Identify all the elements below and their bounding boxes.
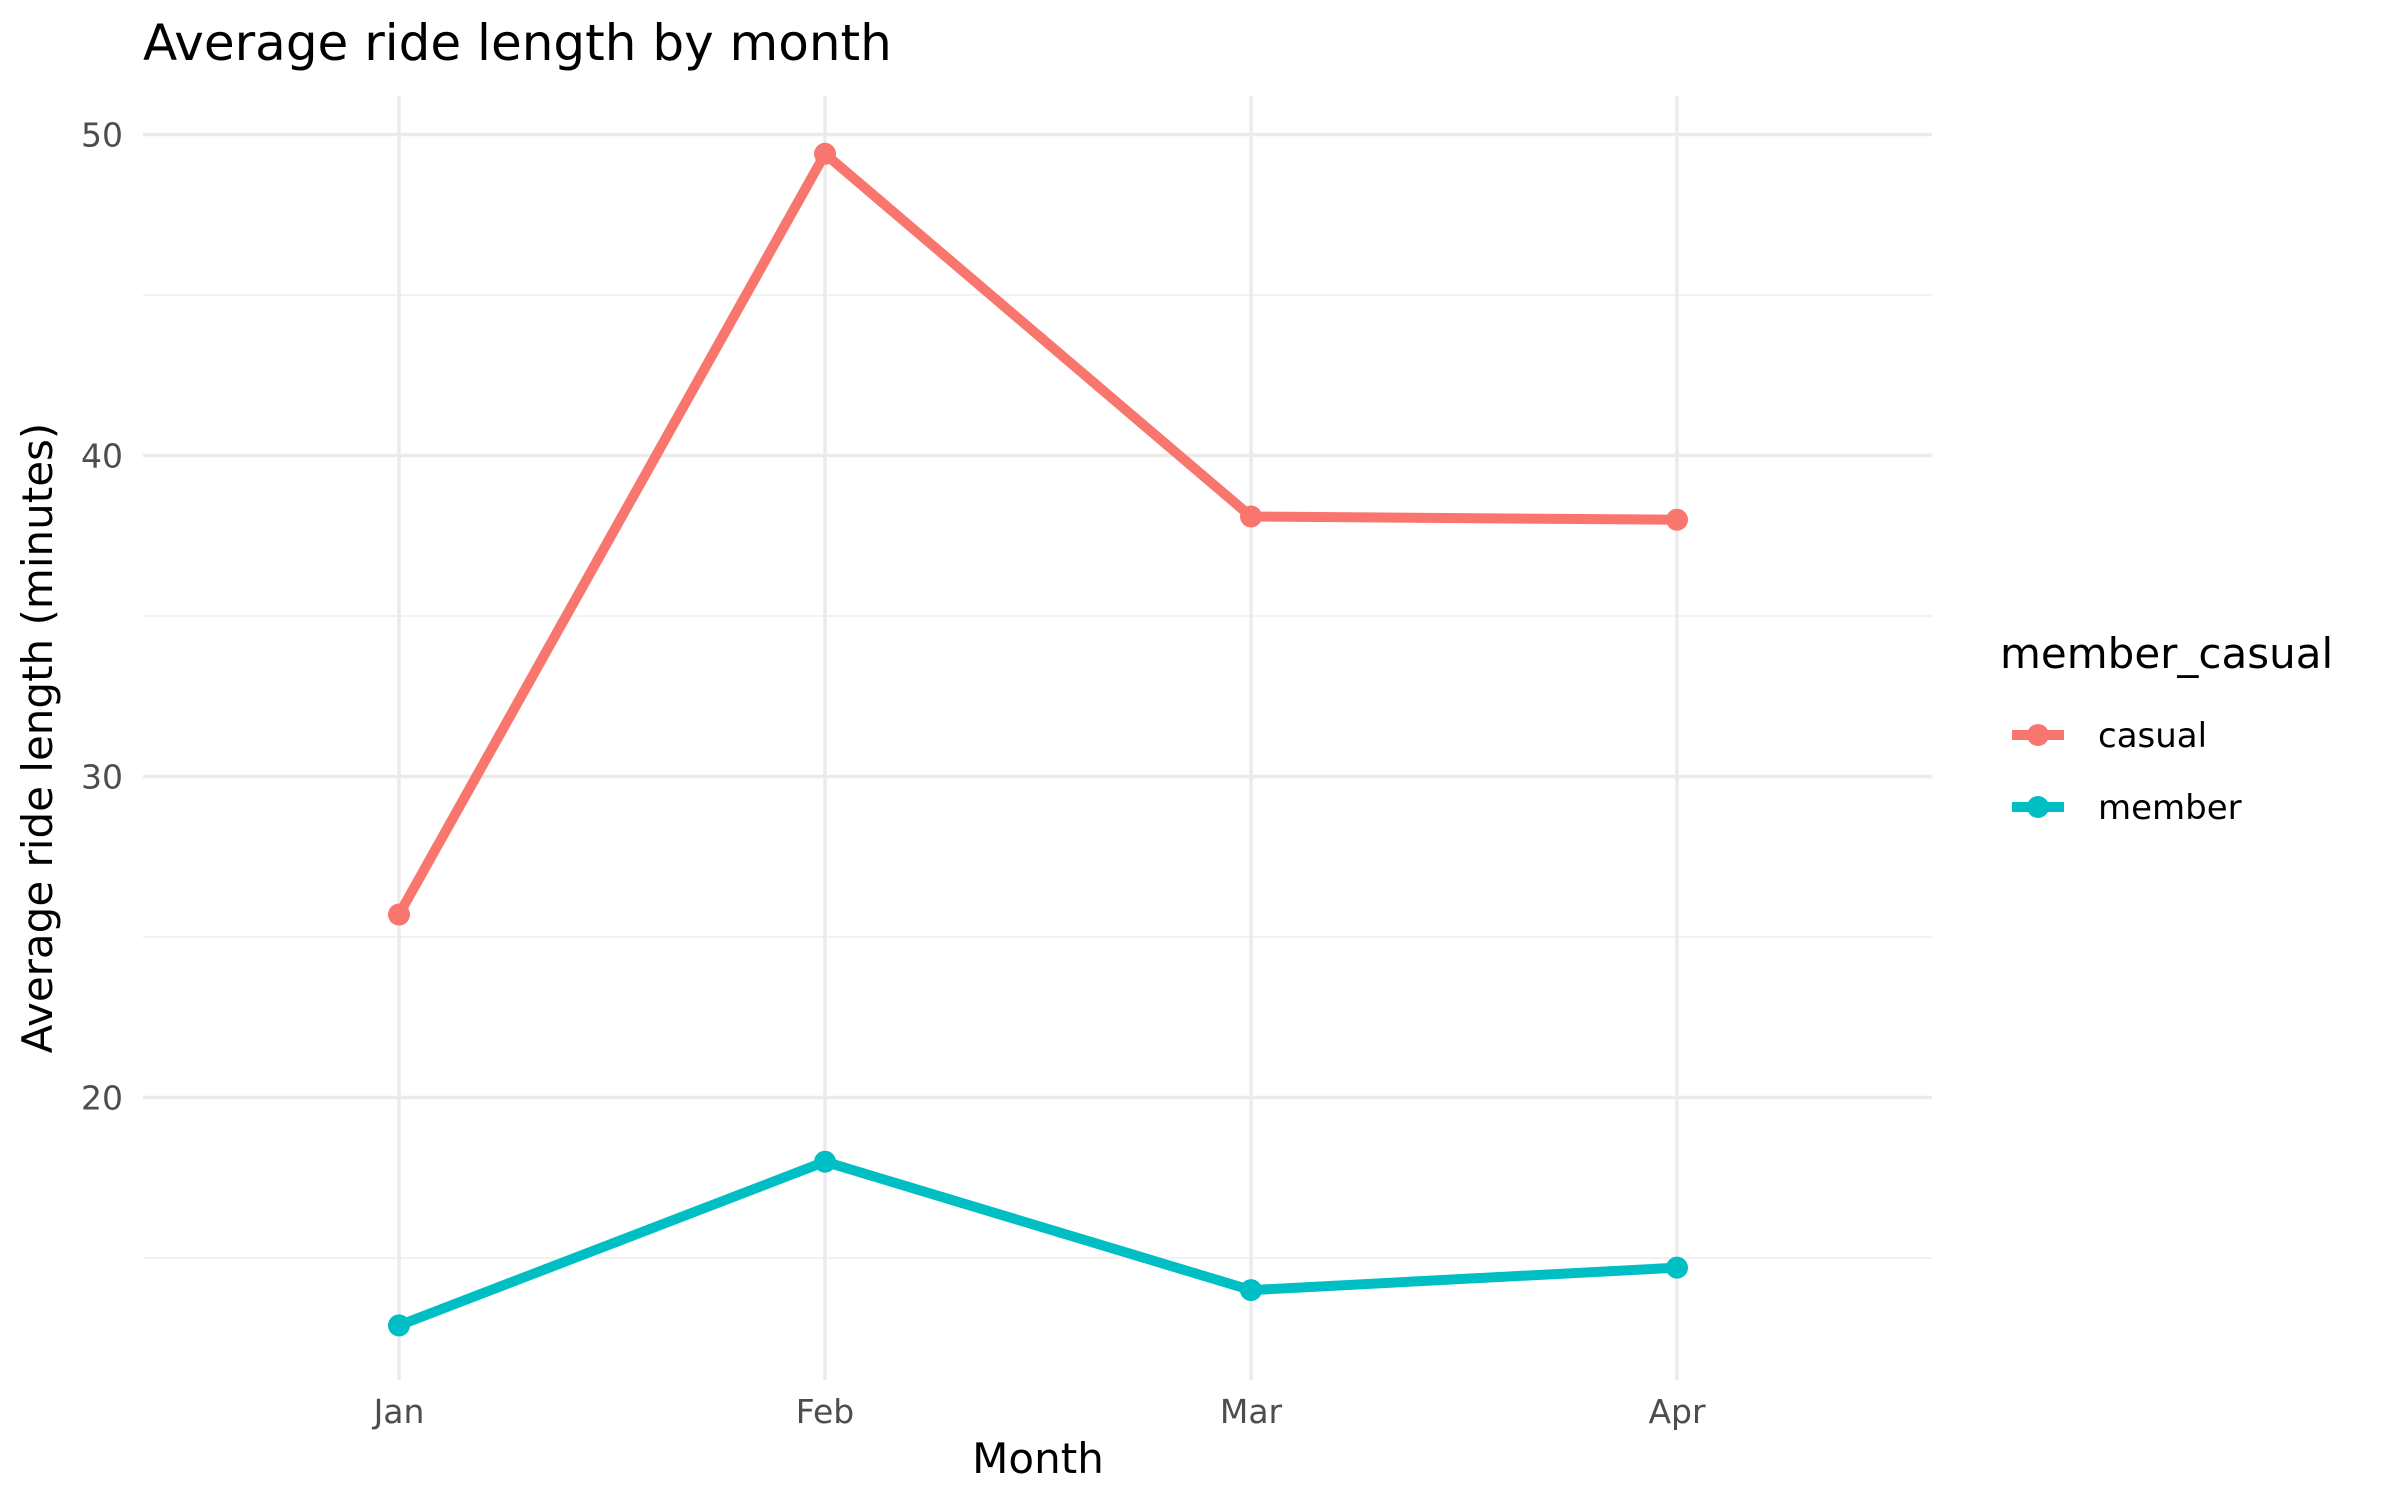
x-tick-label: Feb: [796, 1392, 854, 1431]
legend-label-member: member: [2098, 788, 2242, 828]
legend-key-point-member: [2027, 796, 2049, 818]
data-point-member: [1240, 1279, 1262, 1302]
major-gridlines: [143, 96, 1932, 1380]
y-axis-tick-labels: 20 30 40 50: [81, 116, 123, 1118]
legend-items: casual member: [2012, 716, 2242, 828]
x-tick-label: Apr: [1648, 1392, 1706, 1431]
chart-title: Average ride length by month: [143, 14, 892, 72]
legend-key-point-casual: [2027, 724, 2049, 746]
legend: member_casual casual member: [2000, 629, 2333, 828]
y-tick-label: 20: [81, 1079, 123, 1118]
y-tick-label: 40: [81, 437, 123, 476]
x-axis-tick-labels: Jan Feb Mar Apr: [372, 1392, 1706, 1431]
x-tick-label: Mar: [1220, 1392, 1283, 1431]
x-tick-label: Jan: [372, 1392, 425, 1431]
data-point-member: [814, 1150, 836, 1173]
y-axis-title: Average ride length (minutes): [13, 423, 62, 1054]
data-point-member: [1666, 1256, 1688, 1279]
y-tick-label: 50: [81, 116, 123, 155]
data-point-casual: [1240, 505, 1262, 528]
legend-label-casual: casual: [2098, 716, 2207, 756]
series-line-casual: [394, 148, 1678, 917]
y-tick-label: 30: [81, 758, 123, 797]
data-point-casual: [814, 142, 836, 165]
data-point-member: [388, 1314, 410, 1337]
data-point-casual: [388, 903, 410, 926]
minor-gridlines: [143, 294, 1932, 1260]
series-line-member: [397, 1156, 1678, 1331]
series-layer: [388, 142, 1688, 1337]
legend-title: member_casual: [2000, 629, 2333, 678]
x-axis-title: Month: [972, 1434, 1104, 1483]
data-point-casual: [1666, 508, 1688, 531]
